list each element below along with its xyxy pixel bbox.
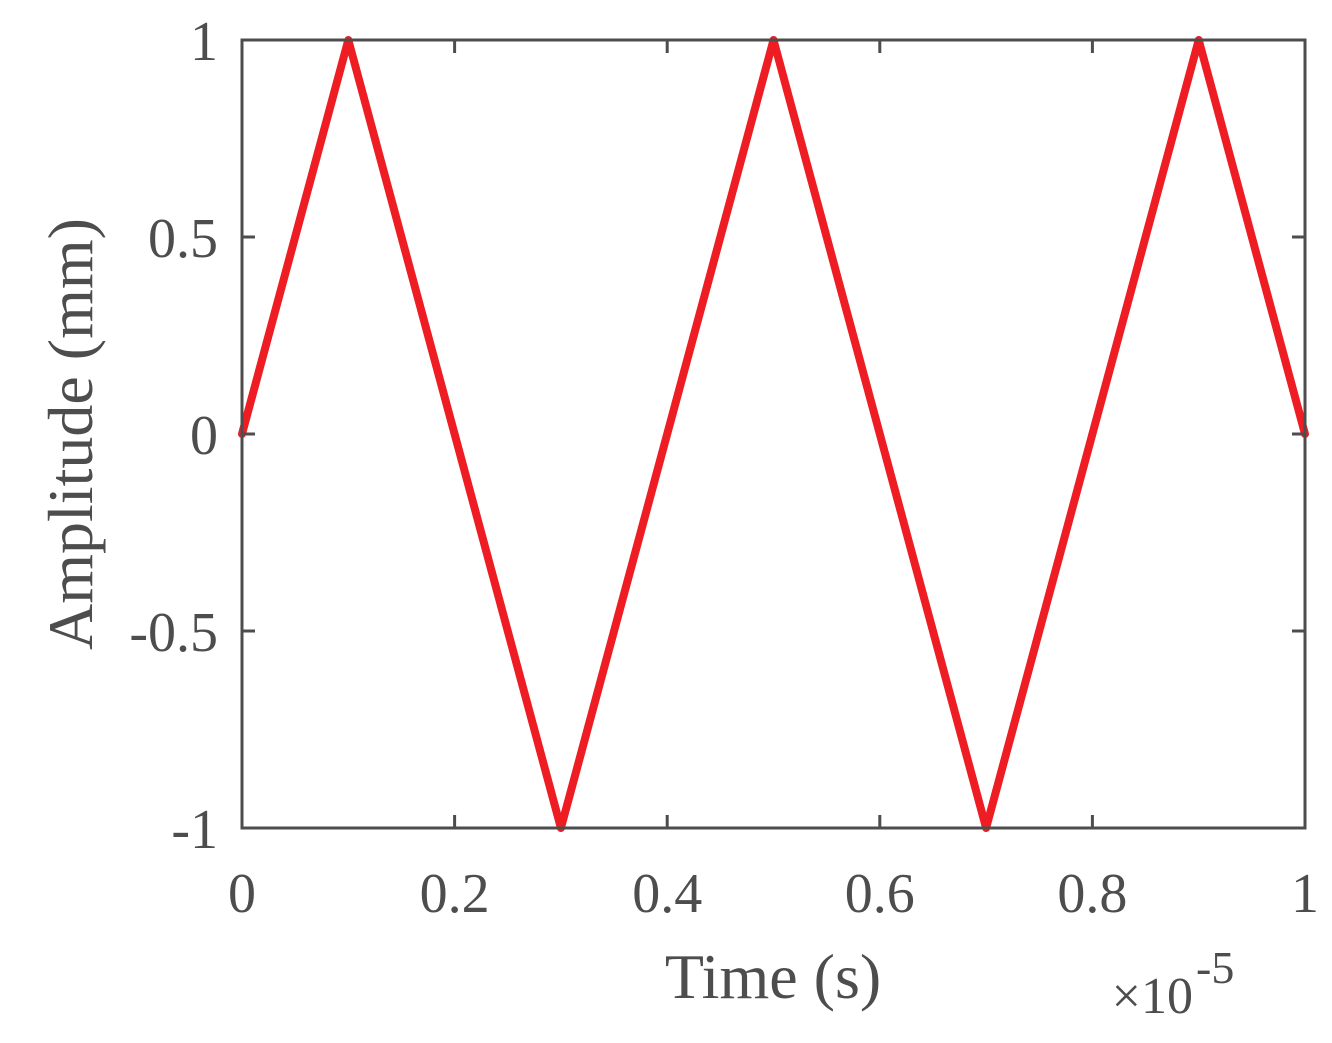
y-tick-labels: -1 -0.5 0 0.5 1 <box>129 11 218 861</box>
x-tick-label: 0 <box>228 863 256 925</box>
x-axis-label: Time (s) <box>665 941 881 1012</box>
y-tick-label: 0 <box>190 405 218 467</box>
y-axis-label: Amplitude (mm) <box>35 218 106 650</box>
x-tick-label: 0.2 <box>420 863 490 925</box>
x-tick-label: 0.4 <box>632 863 702 925</box>
x-tick-label: 0.8 <box>1057 863 1127 925</box>
x-tick-label: 0.6 <box>845 863 915 925</box>
y-tick-label: -1 <box>171 799 218 861</box>
x-scale-exponent: -5 <box>1196 942 1234 993</box>
x-tick-label: 1 <box>1291 863 1319 925</box>
y-tick-label: 1 <box>190 11 218 73</box>
plot-area <box>242 40 1305 828</box>
axes-box <box>240 38 1307 830</box>
x-scale-multiplier: ×10 <box>1112 968 1193 1025</box>
x-tick-labels: 0 0.2 0.4 0.6 0.8 1 <box>228 863 1319 925</box>
y-tick-label: -0.5 <box>129 602 218 664</box>
y-tick-label: 0.5 <box>148 208 218 270</box>
x-scale-multiplier-base: ×10 <box>1112 968 1193 1025</box>
